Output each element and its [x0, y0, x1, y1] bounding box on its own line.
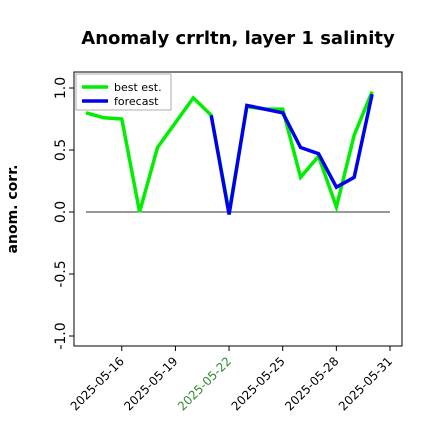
x-tick-label: 2025-05-25	[229, 354, 288, 413]
series-layer	[85, 91, 374, 215]
series-line-forecast	[209, 93, 374, 215]
y-axis-label: anom. corr.	[5, 165, 21, 254]
y-tick-label: -0.5	[53, 260, 69, 287]
y-tick-label: 0.0	[53, 201, 69, 223]
legend-label-best-est: best est.	[114, 81, 162, 94]
legend: best est. forecast	[75, 73, 172, 111]
y-tick-label: 1.0	[53, 77, 69, 99]
chart-title: Anomaly crrltn, layer 1 salinity	[81, 28, 395, 49]
x-tick-label: 2025-05-22	[175, 354, 234, 413]
legend-label-forecast: forecast	[114, 95, 159, 108]
x-tick-label: 2025-05-19	[121, 354, 180, 413]
x-tick-label: 2025-05-31	[336, 354, 395, 413]
x-ticks: 2025-05-162025-05-192025-05-222025-05-25…	[68, 346, 395, 413]
y-ticks: -1.0 -0.5 0.0 0.5 1.0	[53, 77, 74, 350]
y-tick-label: 0.5	[53, 139, 69, 161]
legend-box	[75, 73, 172, 111]
x-tick-label: 2025-05-28	[282, 354, 341, 413]
y-tick-label: -1.0	[53, 322, 69, 349]
plot-frame	[73, 71, 403, 347]
x-tick-label: 2025-05-16	[68, 354, 127, 413]
